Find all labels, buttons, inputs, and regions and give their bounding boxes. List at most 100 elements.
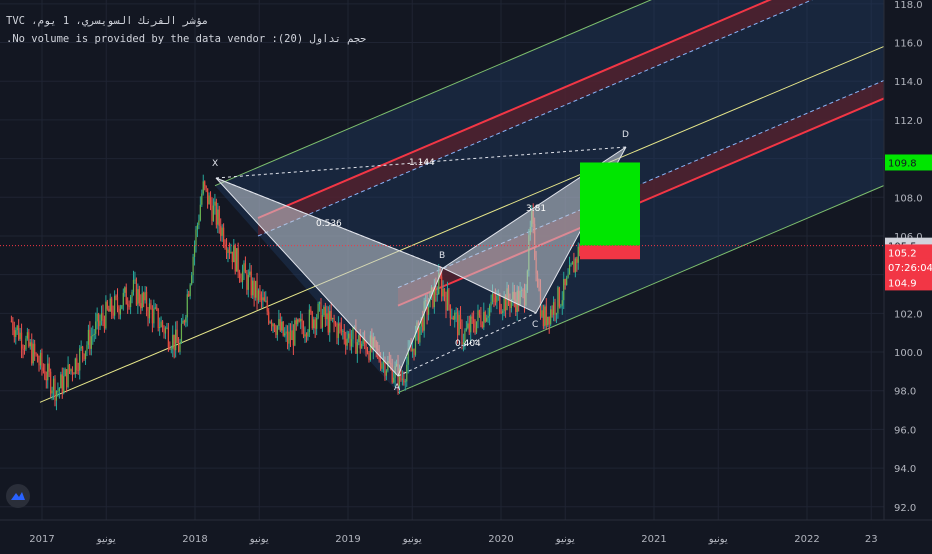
candle-body	[454, 312, 456, 320]
candle-body	[403, 378, 405, 383]
candle-body	[446, 289, 449, 311]
candle-body	[493, 293, 495, 298]
candle-body	[189, 284, 191, 297]
candle-body	[41, 352, 43, 368]
candle-body	[471, 316, 473, 319]
candle-body	[407, 348, 409, 365]
time-tick-label: يونيو	[708, 534, 728, 545]
candle-body	[26, 332, 28, 339]
candle-body	[545, 306, 547, 326]
candle-body	[177, 342, 180, 352]
candle-body	[150, 303, 152, 309]
time-tick-label: 2018	[182, 534, 207, 545]
time-tick-label: يونيو	[402, 534, 422, 545]
candle-body	[218, 209, 220, 227]
candle-body	[366, 352, 369, 354]
candle-body	[135, 279, 138, 305]
candle-body	[368, 353, 370, 360]
candle-body	[294, 320, 296, 346]
candle-body	[567, 274, 569, 278]
channel-lower-line[interactable]	[397, 185, 885, 394]
candle-body	[459, 314, 462, 322]
candle-body	[576, 258, 578, 263]
candle-body	[541, 310, 543, 317]
candle-body	[231, 251, 233, 263]
candle-body	[285, 331, 287, 334]
pattern-point-label-d: D	[622, 130, 629, 140]
candle-body	[193, 245, 196, 257]
candle-body	[58, 388, 60, 391]
candle-body	[422, 317, 424, 331]
upper-dashed-line[interactable]	[257, 0, 884, 237]
candle-body	[134, 279, 136, 281]
candle-body	[311, 312, 313, 329]
upper-red-line[interactable]	[257, 0, 884, 219]
candle-body	[18, 325, 20, 340]
candle-body	[334, 323, 337, 326]
candle-body	[448, 289, 450, 305]
position-stop-zone[interactable]	[580, 245, 640, 260]
candle-body	[502, 311, 504, 313]
candle-body	[93, 333, 95, 336]
candle-body	[438, 273, 440, 294]
candle-body	[411, 348, 414, 352]
channel-upper-line[interactable]	[214, 0, 884, 187]
candle-body	[262, 297, 264, 301]
candle-body	[90, 336, 92, 349]
candle-body	[244, 263, 247, 274]
candle-body	[384, 360, 386, 376]
candle-body	[432, 287, 434, 308]
candle-body	[202, 181, 204, 194]
time-axis[interactable]	[0, 520, 932, 550]
candle-body	[340, 325, 342, 332]
candle-body	[233, 245, 235, 263]
candle-body	[333, 318, 335, 324]
candle-body	[217, 209, 219, 225]
candle-body	[573, 261, 575, 273]
candle-body	[77, 370, 79, 371]
price-tick-label: 118.0	[894, 0, 923, 11]
median-line[interactable]	[39, 45, 885, 403]
candle-body	[143, 292, 145, 301]
candle-body	[74, 358, 76, 374]
candle-body	[465, 328, 467, 331]
candle-body	[281, 321, 283, 331]
candle-body	[329, 311, 331, 333]
candle-body	[574, 258, 576, 273]
candle-body	[246, 273, 248, 290]
candle-body	[332, 318, 334, 320]
candle-body	[230, 251, 232, 253]
price-badge	[885, 154, 932, 171]
candle-body	[570, 264, 572, 266]
candle-body	[268, 311, 270, 323]
candle-body	[297, 319, 299, 325]
candle-body	[138, 289, 140, 304]
candle-body	[252, 280, 254, 296]
candle-body	[292, 330, 294, 346]
candle-body	[382, 360, 385, 364]
pattern-ratio-label: 0.404	[455, 339, 481, 349]
candle-body	[499, 293, 501, 313]
candle-body	[13, 330, 15, 337]
candle-body	[212, 205, 215, 222]
price-badge-label: 109.8	[888, 158, 917, 169]
price-tick-label: 98.0	[894, 387, 916, 398]
candle-body	[577, 246, 579, 263]
candle-body	[560, 305, 562, 307]
candle-body	[417, 322, 419, 343]
candle-body	[161, 321, 164, 328]
candle-body	[52, 378, 55, 391]
candle-body	[115, 296, 117, 297]
tradingview-logo-icon[interactable]	[6, 484, 30, 508]
candle-body	[265, 300, 267, 302]
position-profit-zone[interactable]	[580, 162, 640, 246]
candle-body	[442, 288, 444, 297]
candle-body	[494, 297, 497, 303]
candle-body	[475, 321, 478, 333]
candle-body	[185, 317, 187, 323]
candle-body	[80, 346, 82, 349]
candle-body	[159, 326, 161, 328]
candle-body	[180, 323, 183, 343]
